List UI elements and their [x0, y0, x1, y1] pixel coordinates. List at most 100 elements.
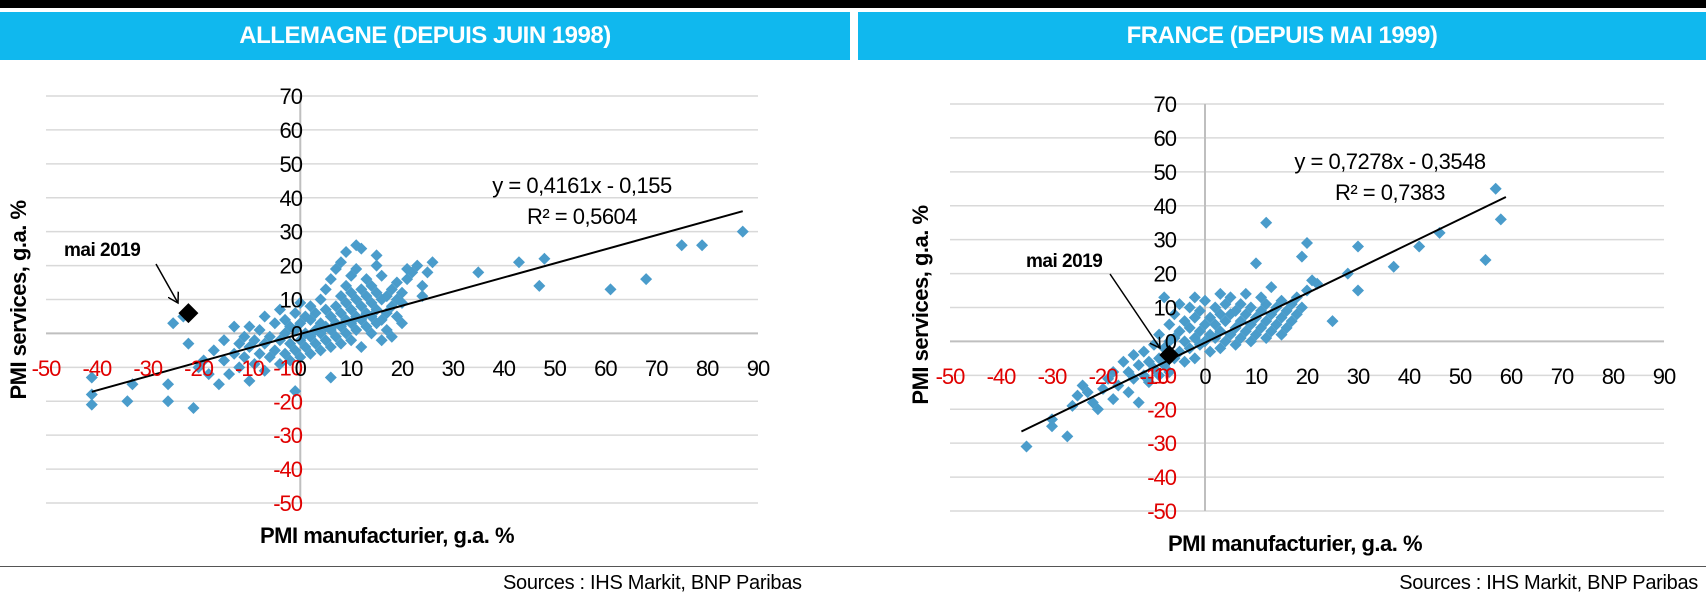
data-point: [604, 283, 617, 296]
data-point: [1250, 257, 1262, 270]
data-point: [314, 344, 327, 357]
data-point: [324, 340, 337, 353]
data-point: [162, 378, 175, 391]
data-point: [411, 259, 424, 272]
data-point: [1295, 250, 1308, 263]
charts-canvas: mai 2019-50-40-30-20-10010203040506070-5…: [6, 84, 1677, 556]
data-point: [273, 303, 286, 316]
data-point: [1260, 298, 1273, 311]
y-tick-label: 20: [280, 254, 303, 279]
data-point: [182, 337, 195, 350]
data-point: [1153, 369, 1166, 382]
data-point: [273, 357, 286, 370]
x-tick-label: 90: [1653, 364, 1676, 389]
data-point: [375, 334, 388, 347]
data-point: [1153, 328, 1166, 341]
data-point: [238, 330, 251, 343]
data-point: [126, 378, 139, 391]
data-point: [268, 317, 281, 330]
sources-left: Sources : IHS Markit, BNP Paribas: [503, 572, 802, 594]
data-point: [350, 262, 363, 275]
data-point: [289, 307, 302, 320]
chart-allemagne: mai 2019-50-40-30-20-10010203040506070-5…: [6, 84, 771, 548]
annotation-arrow: [1109, 273, 1160, 348]
data-point: [385, 330, 398, 343]
top-bar: [0, 0, 1706, 8]
data-point: [1479, 254, 1492, 267]
data-point: [1127, 348, 1140, 361]
data-point: [309, 307, 322, 320]
data-point: [1107, 393, 1120, 406]
y-tick-label: -10: [273, 355, 303, 380]
data-point: [1260, 216, 1273, 229]
y-tick-label: 40: [280, 186, 303, 211]
data-point: [1132, 396, 1145, 409]
data-point: [390, 276, 403, 289]
data-point: [248, 334, 261, 347]
y-tick-label: -20: [1147, 397, 1177, 422]
x-tick-label: -30: [133, 356, 163, 381]
x-tick-label: 20: [391, 356, 414, 381]
y-tick-label: -50: [273, 491, 303, 516]
data-point: [696, 239, 709, 252]
data-point: [1188, 291, 1201, 304]
x-tick-label: -50: [936, 364, 966, 389]
data-point: [1107, 365, 1120, 378]
data-point: [243, 320, 256, 333]
x-tick-label: 50: [1449, 364, 1472, 389]
annotation-arrow: [155, 263, 178, 303]
data-point: [324, 273, 337, 286]
x-tick-label: -30: [1038, 364, 1068, 389]
y-tick-label: -50: [1147, 499, 1177, 524]
data-point: [355, 242, 368, 255]
data-point: [258, 310, 271, 323]
data-point: [1081, 386, 1094, 399]
highlight-point: [1159, 344, 1180, 365]
trend-equation: y = 0,4161x - 0,155: [492, 173, 672, 198]
data-point: [472, 266, 485, 279]
chart-france: mai 2019 -50 -40 -30 -20 -10 0 10 20 30 40 50 60 70 -5…: [908, 92, 1677, 556]
data-point: [1265, 281, 1278, 294]
data-point: [253, 347, 266, 360]
x-tick-label: -10: [1140, 364, 1170, 389]
trendline: [91, 210, 744, 393]
data-point: [233, 361, 246, 374]
x-tick-label: 80: [696, 356, 719, 381]
data-point: [1489, 182, 1502, 195]
data-point: [202, 368, 215, 381]
data-point: [334, 337, 347, 350]
data-point: [1183, 321, 1196, 334]
y-tick-label: -30: [273, 423, 303, 448]
data-point: [248, 357, 261, 370]
data-point: [1178, 355, 1191, 368]
data-point: [675, 239, 688, 252]
panel-title-allemagne: ALLEMAGNE (DEPUIS JUIN 1998): [0, 12, 850, 60]
data-point: [1117, 355, 1130, 368]
x-tick-label: 70: [1551, 364, 1574, 389]
data-point: [187, 402, 200, 415]
data-point: [1301, 237, 1313, 250]
data-point: [1326, 315, 1339, 328]
data-point: [1163, 318, 1176, 331]
data-point: [1239, 287, 1252, 300]
data-point: [416, 279, 429, 292]
x-tick-label: 0: [1199, 364, 1211, 389]
x-tick-label: 20: [1296, 364, 1319, 389]
data-point: [314, 293, 327, 306]
data-point: [1204, 345, 1217, 358]
data-point: [396, 286, 408, 299]
data-point: [162, 395, 175, 408]
y-tick-label: 50: [280, 152, 303, 177]
data-point: [319, 283, 332, 296]
data-point: [304, 347, 317, 360]
data-point: [1046, 420, 1058, 433]
x-axis-title: PMI manufacturier, g.a. %: [1168, 531, 1422, 556]
data-point: [1122, 386, 1135, 399]
trend-r2: R² = 0,5604: [527, 204, 637, 229]
data-point: [1142, 376, 1155, 389]
x-axis-title: PMI manufacturier, g.a. %: [260, 523, 514, 548]
x-tick-label: -20: [1089, 364, 1119, 389]
x-tick-label: 90: [747, 356, 770, 381]
data-point: [345, 334, 358, 347]
data-point: [212, 378, 225, 391]
